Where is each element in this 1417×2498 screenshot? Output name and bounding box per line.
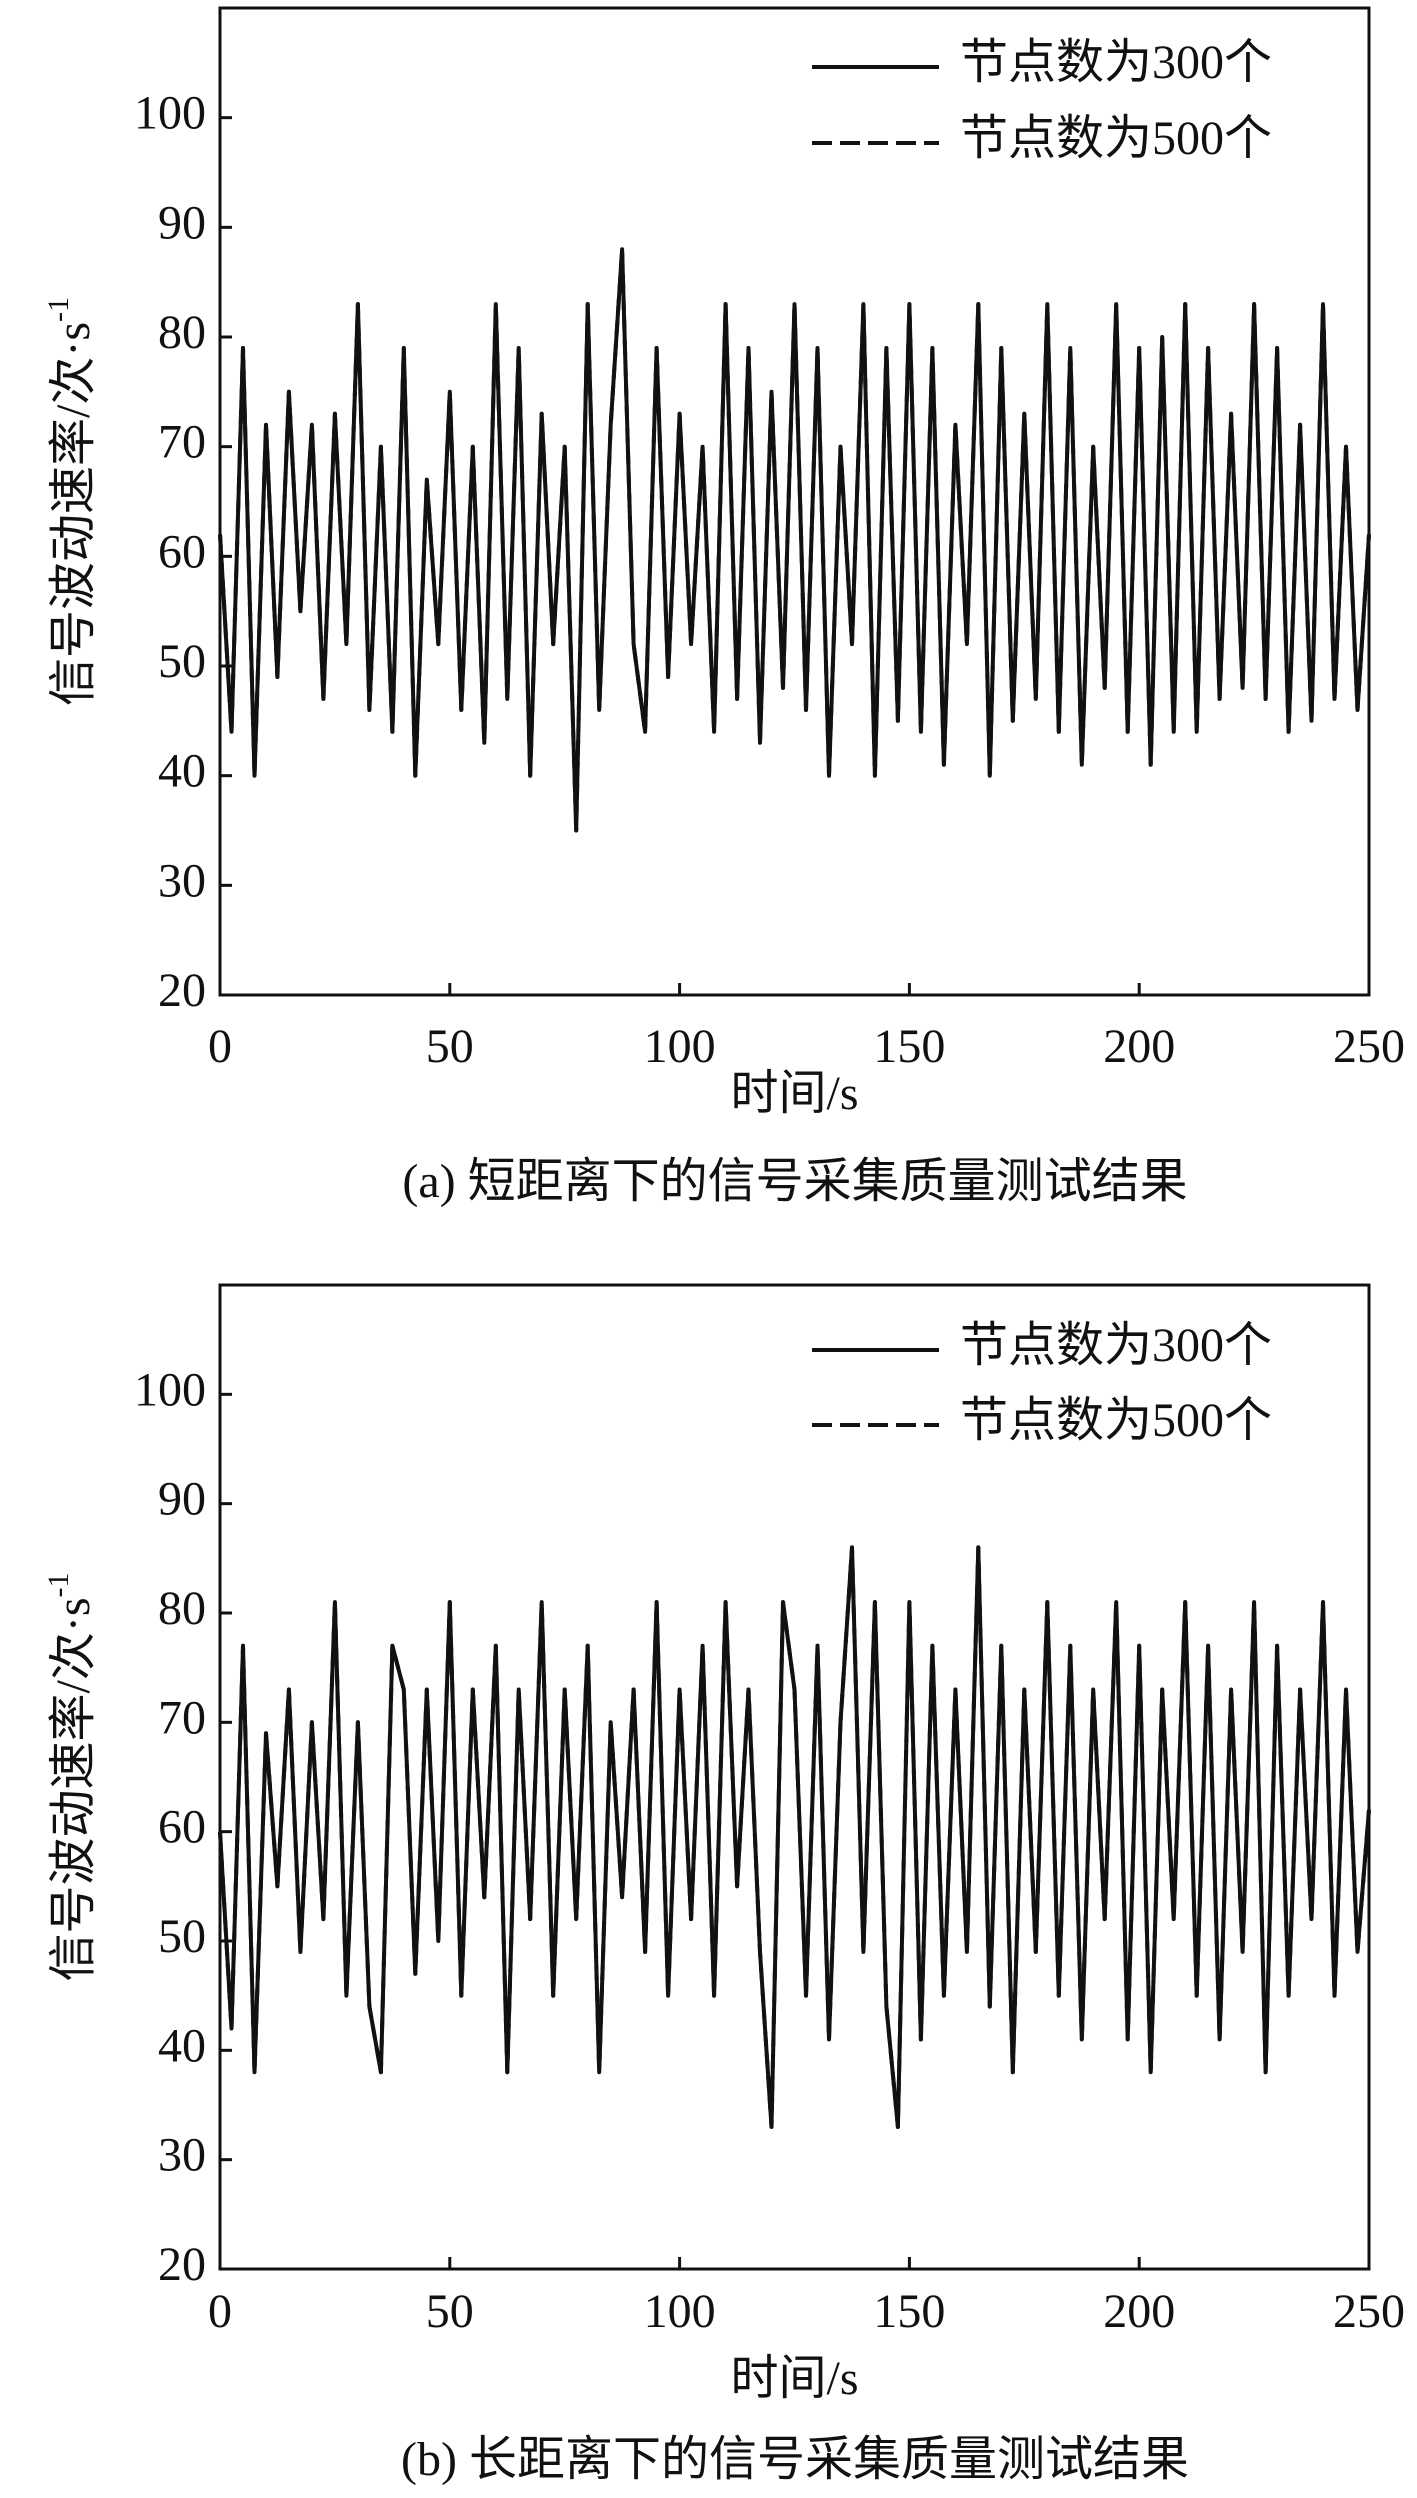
caption: (a) 短距离下的信号采集质量测试结果 (402, 1155, 1187, 1208)
y-tick-label: 20 (158, 964, 206, 1017)
caption: (b) 长距离下的信号采集质量测试结果 (401, 2433, 1189, 2486)
y-tick-label: 80 (158, 1582, 206, 1635)
series-line (218, 1545, 1371, 2129)
x-tick-label: 100 (644, 2285, 716, 2338)
x-axis-label: 时间/s (730, 2352, 858, 2405)
y-tick-label: 30 (158, 854, 206, 907)
x-tick-label: 0 (208, 2285, 232, 2338)
x-tick-label: 250 (1333, 2285, 1405, 2338)
y-tick-label: 100 (134, 87, 206, 140)
x-tick-label: 50 (426, 2285, 474, 2338)
y-tick-label: 70 (158, 1691, 206, 1744)
legend-label: 节点数为500个 (960, 1394, 1272, 1447)
y-axis-label: 信号波动速率/次·s-1 (42, 297, 100, 706)
y-tick-label: 80 (158, 306, 206, 359)
y-tick-label: 40 (158, 2019, 206, 2072)
y-tick-label: 20 (158, 2238, 206, 2291)
plot-frame (218, 1283, 1371, 2271)
y-axis-label-sup: -1 (42, 297, 75, 322)
x-tick-label: 200 (1103, 2285, 1175, 2338)
x-tick-label: 200 (1103, 1020, 1175, 1073)
y-tick-label: 90 (158, 1473, 206, 1526)
y-tick-label: 60 (158, 1801, 206, 1854)
y-tick-label: 100 (134, 1363, 206, 1416)
x-tick-label: 50 (426, 1020, 474, 1073)
y-tick-label: 50 (158, 1910, 206, 1963)
x-axis-label: 时间/s (730, 1067, 858, 1120)
y-axis-label: 信号波动速率/次·s-1 (42, 1572, 100, 1981)
x-tick-label: 250 (1333, 1020, 1405, 1073)
series-line (218, 247, 1371, 833)
y-tick-label: 50 (158, 635, 206, 688)
y-axis-label-sup: -1 (42, 1572, 75, 1597)
x-tick-label: 100 (644, 1020, 716, 1073)
y-tick-label: 70 (158, 416, 206, 469)
legend-label: 节点数为300个 (960, 1319, 1272, 1372)
x-tick-label: 150 (873, 2285, 945, 2338)
series-line (218, 1545, 1371, 2129)
y-tick-label: 40 (158, 745, 206, 798)
x-tick-label: 0 (208, 1020, 232, 1073)
legend-label: 节点数为500个 (960, 112, 1272, 165)
y-axis-label-text: 信号波动速率/次·s (47, 322, 100, 706)
y-tick-label: 30 (158, 2129, 206, 2182)
y-tick-label: 90 (158, 196, 206, 249)
y-tick-label: 60 (158, 525, 206, 578)
legend-label: 节点数为300个 (960, 36, 1272, 89)
x-tick-label: 150 (873, 1020, 945, 1073)
y-axis-label-text: 信号波动速率/次·s (47, 1597, 100, 1981)
plot-frame (218, 6, 1371, 997)
